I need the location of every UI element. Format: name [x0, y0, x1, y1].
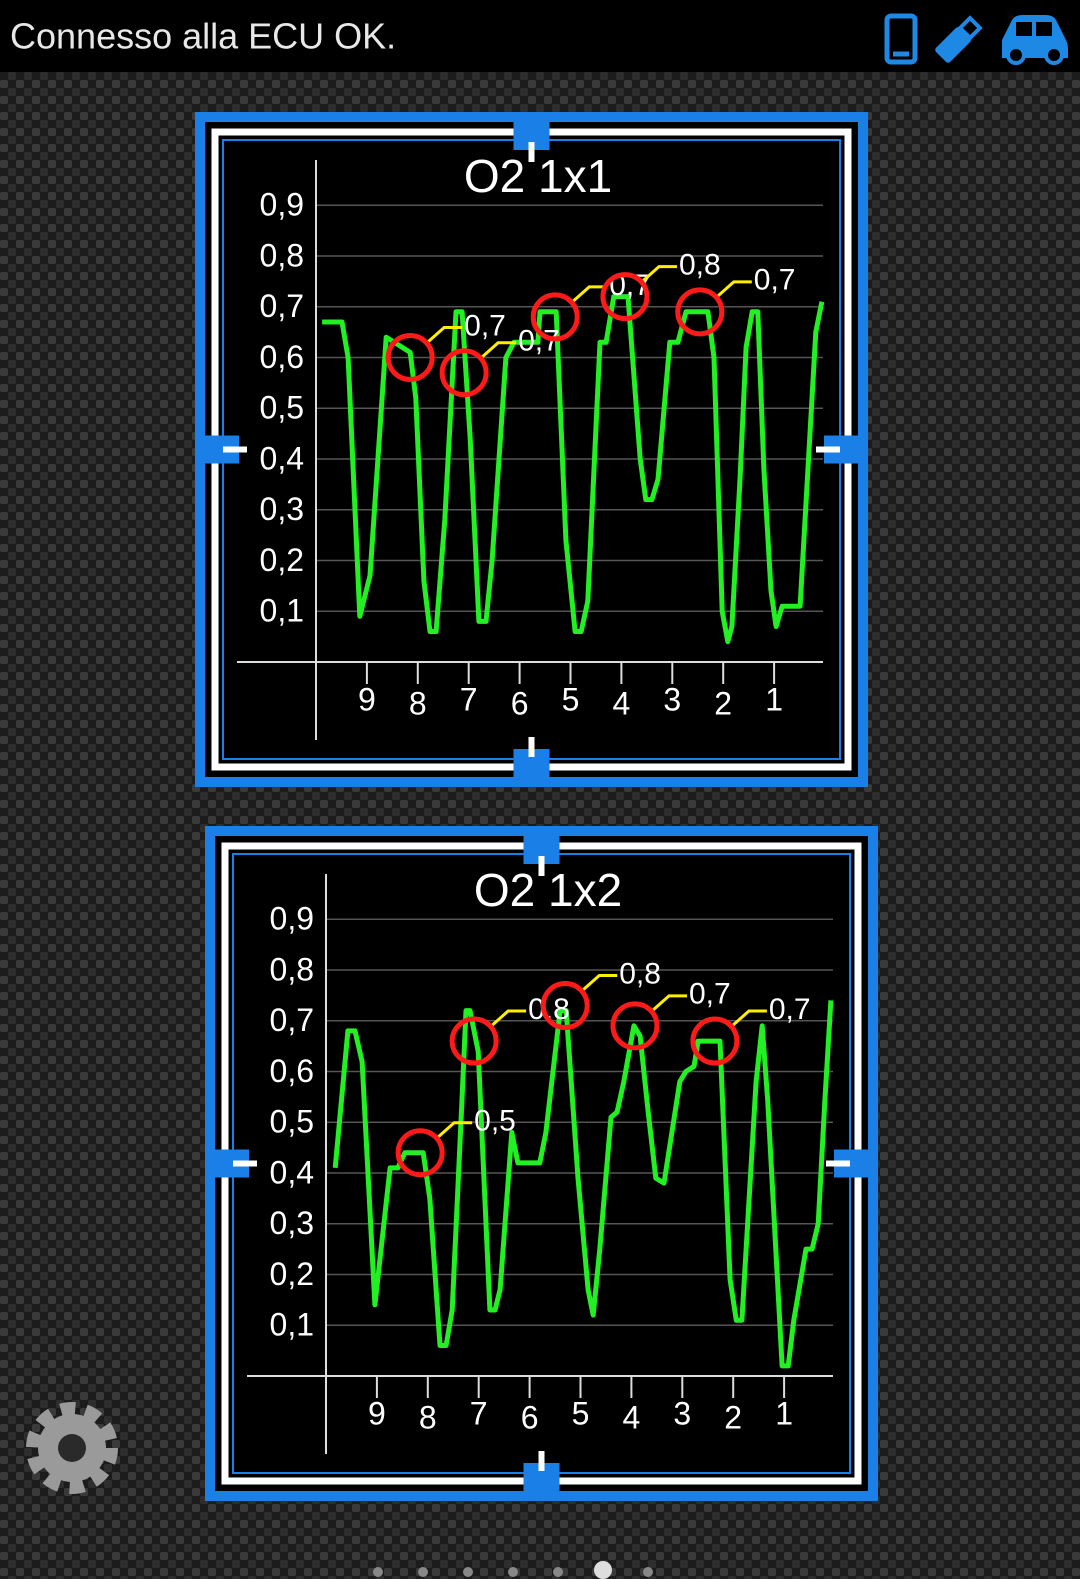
- y-tick-label: 0,6: [270, 1053, 314, 1089]
- status-text: Connesso alla ECU OK.: [10, 16, 396, 57]
- page-indicator: [373, 1561, 653, 1579]
- callout-label: 0,7: [689, 978, 731, 1011]
- chart-title: O2 1x1: [464, 150, 612, 202]
- usb-icon: [935, 15, 983, 63]
- frame-inner: [222, 139, 841, 760]
- chart-panel: O2 1x1 0,1 0,2 0,3 0,4 0,5 0,6 0,7 0,8 0,9 9 8 7 6 5 4 3…: [195, 112, 868, 787]
- y-tick-label: 0,2: [260, 542, 304, 578]
- car-icon: [1002, 15, 1068, 65]
- peak-marker: [675, 287, 725, 337]
- peak-marker: [610, 1001, 660, 1051]
- chart-panel: O2 1x2 0,1 0,2 0,3 0,4 0,5 0,6 0,7 0,8 0,9 9 8 7 6 5 4 3…: [205, 826, 878, 1501]
- frame-tick: [528, 142, 535, 162]
- peak-marker: [395, 1128, 445, 1178]
- callout-line: [479, 341, 517, 360]
- y-tick-label: 0,3: [270, 1205, 314, 1241]
- peak-marker: [449, 1016, 499, 1066]
- y-tick-label: 0,4: [270, 1154, 314, 1190]
- x-tick-label: 1: [765, 681, 783, 717]
- frame-tick: [233, 1160, 257, 1167]
- peak-marker: [600, 272, 650, 322]
- x-tick-label: 5: [562, 681, 580, 717]
- frame-tick: [223, 446, 247, 453]
- y-tick-label: 0,1: [260, 593, 304, 629]
- callout-label: 0,8: [619, 957, 661, 990]
- x-tick-label: 5: [572, 1395, 590, 1431]
- x-tick-label: 9: [358, 681, 376, 717]
- peak-marker: [690, 1016, 740, 1066]
- x-tick-label: 2: [714, 685, 732, 721]
- callout-label: 0,7: [754, 264, 796, 297]
- callout-label: 0,7: [769, 993, 811, 1026]
- callout-label: 0,7: [464, 309, 506, 342]
- data-line: [332, 1000, 834, 1369]
- data-line: [322, 294, 825, 645]
- x-tick-label: 4: [613, 685, 631, 721]
- y-tick-label: 0,1: [270, 1307, 314, 1343]
- callout-line: [729, 1009, 767, 1029]
- callout-line: [580, 974, 618, 993]
- peak-marker: [385, 333, 435, 382]
- x-tick-label: 3: [673, 1395, 691, 1431]
- x-tick-label: 8: [419, 1399, 437, 1435]
- frame-tick: [538, 856, 545, 876]
- frame-tick: [816, 446, 840, 453]
- y-tick-label: 0,7: [260, 288, 304, 324]
- callout-line: [570, 285, 608, 305]
- callout-label: 0,5: [474, 1105, 516, 1138]
- callout-line: [639, 265, 677, 284]
- callout-label: 0,8: [679, 249, 721, 282]
- x-tick-label: 2: [724, 1399, 742, 1435]
- callout-line: [435, 1121, 473, 1140]
- y-tick-label: 0,2: [270, 1256, 314, 1292]
- callout-line: [489, 1009, 527, 1029]
- y-tick-label: 0,8: [260, 237, 304, 273]
- x-tick-label: 6: [521, 1399, 539, 1435]
- frame-tick: [826, 1160, 850, 1167]
- x-tick-label: 1: [775, 1395, 793, 1431]
- x-tick-label: 4: [623, 1399, 641, 1435]
- x-tick-label: 7: [460, 681, 478, 717]
- y-tick-label: 0,3: [260, 491, 304, 527]
- callout-line: [714, 280, 752, 299]
- x-tick-label: 6: [511, 685, 529, 721]
- x-tick-label: 7: [470, 1395, 488, 1431]
- y-tick-label: 0,5: [270, 1104, 314, 1140]
- y-tick-label: 0,5: [260, 390, 304, 426]
- peak-marker: [439, 348, 489, 398]
- x-tick-label: 9: [368, 1395, 386, 1431]
- phone-icon: [884, 13, 918, 65]
- chart-title: O2 1x2: [474, 864, 622, 916]
- y-tick-label: 0,9: [260, 187, 304, 223]
- y-tick-label: 0,4: [260, 440, 304, 476]
- y-tick-label: 0,8: [270, 951, 314, 987]
- y-tick-label: 0,7: [270, 1002, 314, 1038]
- callout-line: [649, 994, 687, 1013]
- y-tick-label: 0,6: [260, 339, 304, 375]
- x-tick-label: 8: [409, 685, 427, 721]
- peak-marker: [530, 292, 580, 342]
- settings-gear[interactable]: [26, 1402, 118, 1494]
- x-tick-label: 3: [663, 681, 681, 717]
- callout-line: [425, 326, 463, 345]
- frame-tick: [528, 737, 535, 757]
- frame-tick: [538, 1451, 545, 1471]
- y-tick-label: 0,9: [270, 901, 314, 937]
- peak-marker: [540, 981, 590, 1031]
